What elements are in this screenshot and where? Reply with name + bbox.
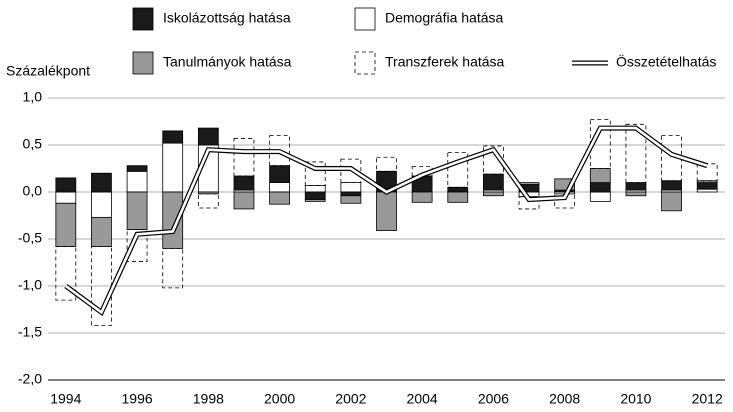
line-inner — [65, 126, 708, 315]
bar-segment — [197, 127, 219, 146]
legend-label: Demográfia hatása — [385, 10, 504, 26]
bar-segment — [661, 180, 682, 191]
bar-segment — [126, 191, 148, 230]
bar-segment — [55, 202, 77, 247]
x-tick-label: 2002 — [335, 391, 366, 407]
bar-segment — [376, 191, 397, 231]
bar-segment — [483, 191, 504, 197]
bar-segment — [269, 191, 290, 205]
bar-segment — [233, 191, 255, 210]
x-tick-label: 2010 — [620, 391, 651, 407]
bar-segment — [447, 186, 469, 193]
bar-segment — [340, 191, 362, 197]
bar-segment — [447, 191, 469, 203]
y-tick-label: -2,0 — [18, 371, 42, 387]
legend-label: Transzferek hatása — [385, 54, 505, 70]
bar-segment — [162, 142, 184, 193]
y-tick-label: -1,0 — [18, 277, 42, 293]
y-tick-label: 1,0 — [23, 89, 43, 105]
bar-segment — [55, 177, 77, 193]
legend-swatch — [354, 7, 376, 31]
bar-segment — [696, 188, 718, 193]
legend-label: Tanulmányok hatása — [163, 54, 292, 70]
bar-segment — [340, 195, 362, 204]
bar-segment — [625, 123, 647, 183]
bar-segment — [162, 130, 184, 144]
y-tick-label: -1,5 — [18, 324, 42, 340]
bar-segment — [625, 191, 647, 197]
x-tick-label: 2006 — [478, 391, 509, 407]
bar-segment — [696, 180, 718, 184]
bar-segment — [233, 175, 255, 191]
bar-segment — [91, 216, 112, 247]
bar-segment — [91, 191, 112, 218]
bar-segment — [589, 182, 611, 193]
x-tick-label: 2004 — [407, 391, 438, 407]
x-tick-label: 2008 — [549, 391, 580, 407]
bar-segment — [340, 182, 362, 193]
bar-segment — [483, 173, 504, 191]
bar-segment — [304, 199, 326, 202]
bar-segment — [625, 182, 647, 191]
bar-segment — [483, 145, 504, 175]
bar-segment — [126, 170, 148, 193]
bar-segment — [340, 158, 362, 184]
bar-segment — [55, 191, 77, 204]
bar-segment — [162, 247, 184, 289]
bar-segment — [554, 178, 576, 191]
bar-segment — [233, 138, 255, 177]
y-axis-label: Százalékpont — [6, 63, 90, 79]
bar-segment — [589, 191, 611, 202]
bar-segment — [126, 229, 148, 262]
bar-segment — [197, 193, 219, 209]
legend-swatch — [354, 51, 376, 75]
bar-segment — [411, 191, 433, 203]
x-tick-label: 1998 — [193, 391, 224, 407]
bar-segment — [269, 165, 290, 183]
bar-segment — [661, 191, 682, 212]
bar-segment — [269, 182, 290, 193]
legend-label: Iskolázottság hatása — [163, 10, 291, 26]
bar-segment — [304, 161, 326, 186]
y-tick-label: 0,0 — [23, 183, 43, 199]
bar-segment — [518, 182, 540, 185]
bar-segment — [696, 163, 718, 182]
bar-segment — [696, 182, 718, 190]
bar-segment — [304, 185, 326, 193]
bar-segment — [447, 152, 469, 188]
x-tick-label: 1994 — [50, 391, 81, 407]
x-tick-label: 1996 — [122, 391, 153, 407]
bar-segment — [304, 191, 326, 200]
bar-segment — [126, 165, 148, 172]
bar-segment — [91, 172, 112, 193]
y-tick-label: -0,5 — [18, 230, 42, 246]
x-tick-label: 2012 — [692, 391, 723, 407]
x-tick-label: 2000 — [264, 391, 295, 407]
bar-segment — [589, 168, 611, 183]
legend-swatch — [132, 7, 154, 31]
legend-swatch — [132, 51, 154, 75]
y-tick-label: 0,5 — [23, 136, 43, 152]
bar-segment — [55, 246, 77, 301]
bar-segment — [376, 156, 397, 172]
legend-label: Összetételhatás — [616, 53, 716, 70]
